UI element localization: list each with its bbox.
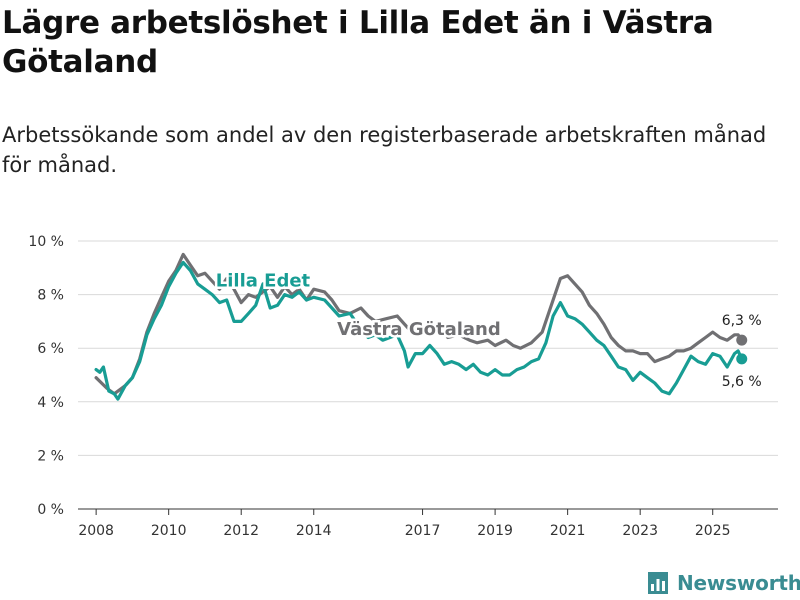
- y-tick-label: 4 %: [37, 395, 64, 411]
- x-tick-label: 2014: [296, 523, 332, 539]
- y-axis-ticks: 0 % 2 % 4 % 6 % 8 % 10 %: [28, 234, 64, 518]
- x-tick-label: 2008: [78, 523, 114, 539]
- x-tick-label: 2019: [477, 523, 513, 539]
- chart-title: Lägre arbetslöshet i Lilla Edet än i Väs…: [2, 5, 714, 80]
- end-value-label: 6,3 %: [722, 313, 762, 329]
- y-tick-label: 2 %: [37, 448, 64, 464]
- end-point-vastra-gotaland: [736, 334, 748, 346]
- y-tick-label: 8 %: [37, 288, 64, 304]
- brand-name: Newsworthy: [677, 571, 800, 595]
- x-tick-label: 2023: [622, 523, 658, 539]
- y-tick-label: 10 %: [28, 234, 64, 250]
- series-labels: 6,3 % Västra Götaland 5,6 % Lilla Edet: [213, 268, 762, 390]
- y-tick-label: 6 %: [37, 341, 64, 357]
- newsworthy-brand: Newsworthy: [646, 568, 800, 598]
- series-label-vastra-gotaland: Västra Götaland: [337, 319, 501, 340]
- chart-subtitle: Arbetssökande som andel av den registerb…: [2, 123, 767, 177]
- end-point-lilla-edet: [736, 353, 748, 365]
- series-label-lilla-edet: Lilla Edet: [216, 271, 311, 292]
- x-tick-label: 2025: [695, 523, 731, 539]
- series-line-lilla-edet: [94, 260, 744, 401]
- x-tick-label: 2010: [151, 523, 187, 539]
- grid-lines: [78, 240, 778, 456]
- series-line-vastra-gotaland: [94, 252, 744, 396]
- newsworthy-logo-icon: [648, 572, 668, 594]
- end-value-label: 5,6 %: [722, 374, 762, 390]
- x-axis: 2008 2010 2012 2014 2017 2019 2021 2023 2025: [78, 508, 778, 539]
- x-tick-label: 2021: [550, 523, 586, 539]
- y-tick-label: 0 %: [37, 502, 64, 518]
- x-tick-label: 2012: [223, 523, 259, 539]
- series-lines: [94, 252, 744, 401]
- x-tick-label: 2017: [405, 523, 441, 539]
